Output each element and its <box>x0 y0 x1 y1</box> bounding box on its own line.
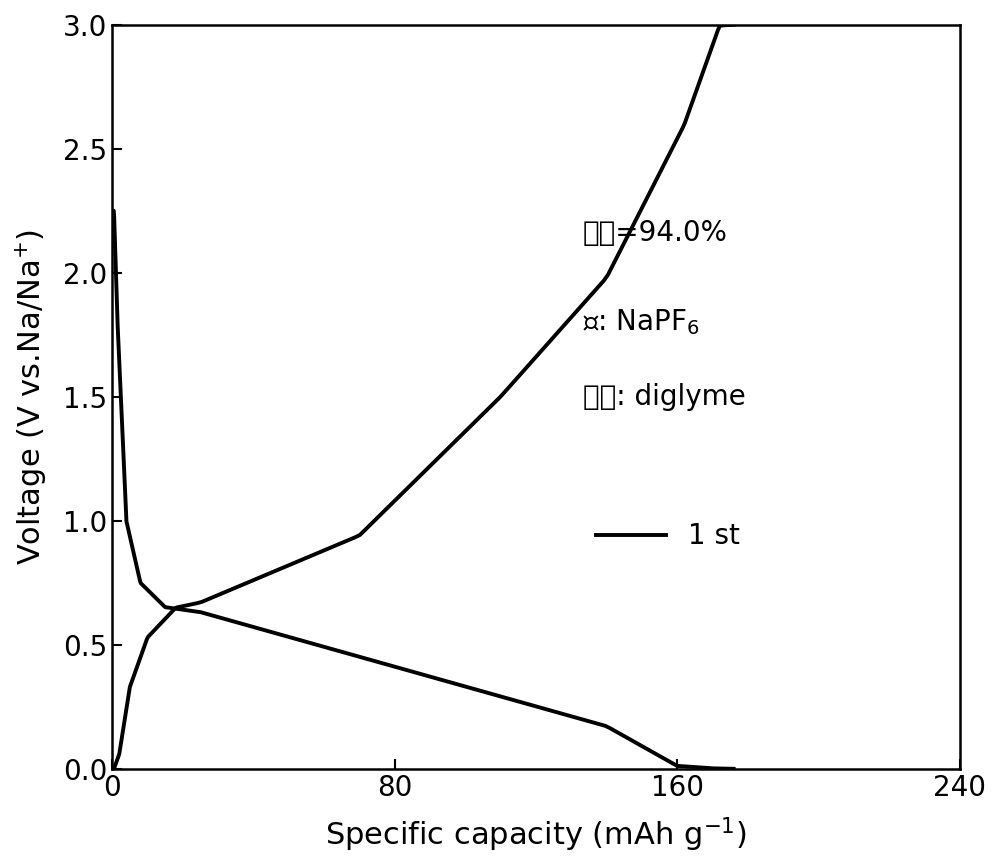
Text: 首效=94.0%: 首效=94.0% <box>583 220 727 247</box>
Legend: 1 st: 1 st <box>596 523 740 550</box>
X-axis label: Specific capacity (mAh g$^{-1}$): Specific capacity (mAh g$^{-1}$) <box>325 816 747 854</box>
Text: 盐: NaPF$_6$: 盐: NaPF$_6$ <box>583 307 699 338</box>
Y-axis label: Voltage (V vs.Na/Na$^{+}$): Voltage (V vs.Na/Na$^{+}$) <box>14 229 49 565</box>
Text: 溶剂: diglyme: 溶剂: diglyme <box>583 383 745 411</box>
